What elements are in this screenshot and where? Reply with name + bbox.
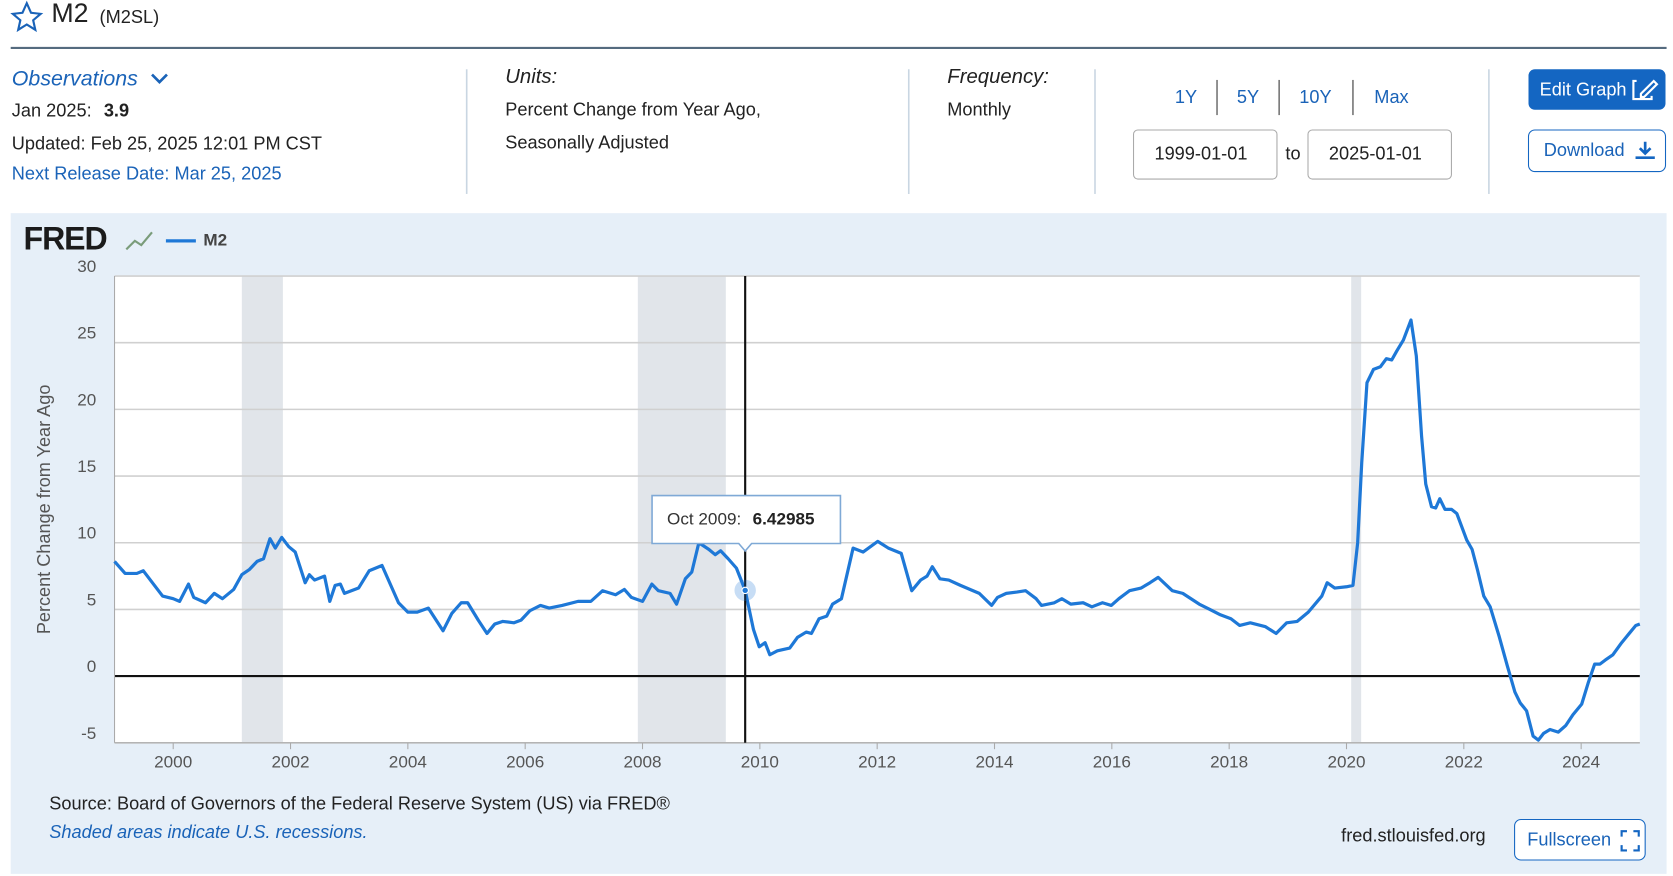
x-tick-label: 2010: [741, 753, 779, 772]
y-tick-label: 20: [77, 390, 96, 409]
download-label: Download: [1544, 140, 1625, 160]
frequency-value: Monthly: [947, 100, 1012, 120]
end-date-input[interactable]: [1307, 129, 1452, 180]
units-label: Units:: [505, 66, 557, 88]
series-line: [113, 318, 1641, 742]
end-date: 2025-01-01: [1329, 143, 1422, 163]
next-release[interactable]: Next Release Date: Mar 25, 2025: [12, 164, 282, 184]
units-line: Percent Change from Year Ago,: [505, 100, 761, 120]
tooltip-box: [651, 494, 842, 553]
x-tick-label: 2018: [1210, 753, 1248, 772]
edit-graph-label: Edit Graph: [1540, 79, 1627, 99]
latest-value: 3.9: [104, 101, 129, 121]
x-tick-label: 2006: [506, 753, 544, 772]
y-tick-label: 30: [77, 257, 96, 276]
x-tick-label: 2008: [623, 753, 661, 772]
y-tick-label: -5: [81, 724, 96, 743]
fred-logo: FRED: [24, 220, 107, 256]
plot-area: [114, 276, 1640, 743]
site-url: fred.stlouisfed.org: [1341, 825, 1486, 845]
y-tick-label: 10: [77, 524, 96, 543]
x-tick-label: 2016: [1093, 753, 1131, 772]
preset-max[interactable]: Max: [1374, 87, 1408, 107]
preset-1y[interactable]: 1Y: [1175, 87, 1197, 107]
tooltip-label: Oct 2009:: [667, 510, 741, 529]
start-date-input[interactable]: [1132, 129, 1278, 180]
frequency-label: Frequency:: [947, 66, 1049, 88]
recession-band: [1351, 276, 1362, 743]
x-tick-label: 2022: [1445, 753, 1483, 772]
observations-toggle[interactable]: Observations: [12, 67, 138, 91]
series-title: M2: [51, 0, 88, 28]
y-tick-label: 15: [77, 457, 96, 476]
source: Source: Board of Governors of the Federa…: [49, 793, 670, 813]
preset-10y[interactable]: 10Y: [1299, 87, 1331, 107]
download-icon: [1635, 141, 1655, 160]
x-tick-label: 2020: [1327, 753, 1365, 772]
chevron: [151, 73, 168, 84]
x-tick-label: 2000: [154, 753, 192, 772]
x-tick-label: 2012: [858, 753, 896, 772]
x-tick-label: 2024: [1562, 753, 1600, 772]
preset-5y[interactable]: 5Y: [1237, 87, 1259, 107]
logo-icon: [125, 231, 153, 251]
recession-note: Shaded areas indicate U.S. recessions.: [49, 822, 367, 842]
legend-label: M2: [203, 230, 227, 249]
start-date: 1999-01-01: [1154, 143, 1247, 163]
plot: 30 25 20 15 10 5 0 -5 2000 2002 2004 2006 2008 2010 20…: [77, 257, 1641, 772]
fullscreen-label: Fullscreen: [1527, 830, 1611, 850]
favorite-star[interactable]: [10, 0, 44, 33]
x-tick-label: 2002: [271, 753, 309, 772]
edit-graph-button[interactable]: [1528, 69, 1666, 110]
units-line: Seasonally Adjusted: [505, 133, 669, 153]
y-tick-label: 0: [87, 657, 97, 676]
recession-band: [241, 276, 283, 743]
x-tick-label: 2014: [975, 753, 1013, 772]
tooltip-value: 6.42985: [753, 510, 815, 529]
y-tick-label: 5: [87, 590, 97, 609]
latest-date: Jan 2025:: [12, 101, 92, 121]
fullscreen-button[interactable]: [1514, 818, 1646, 861]
download-button[interactable]: [1527, 129, 1667, 173]
updated: Updated: Feb 25, 2025 12:01 PM CST: [12, 134, 322, 154]
y-tick-label: 25: [77, 324, 96, 343]
range-separator: to: [1285, 143, 1300, 163]
x-tick-label: 2004: [389, 753, 427, 772]
y-axis-label: Percent Change from Year Ago: [34, 385, 54, 635]
series-id: (M2SL): [100, 7, 160, 27]
edit-icon: [1632, 79, 1659, 101]
fullscreen-icon: [1620, 830, 1640, 852]
hover-dot: [741, 586, 749, 595]
